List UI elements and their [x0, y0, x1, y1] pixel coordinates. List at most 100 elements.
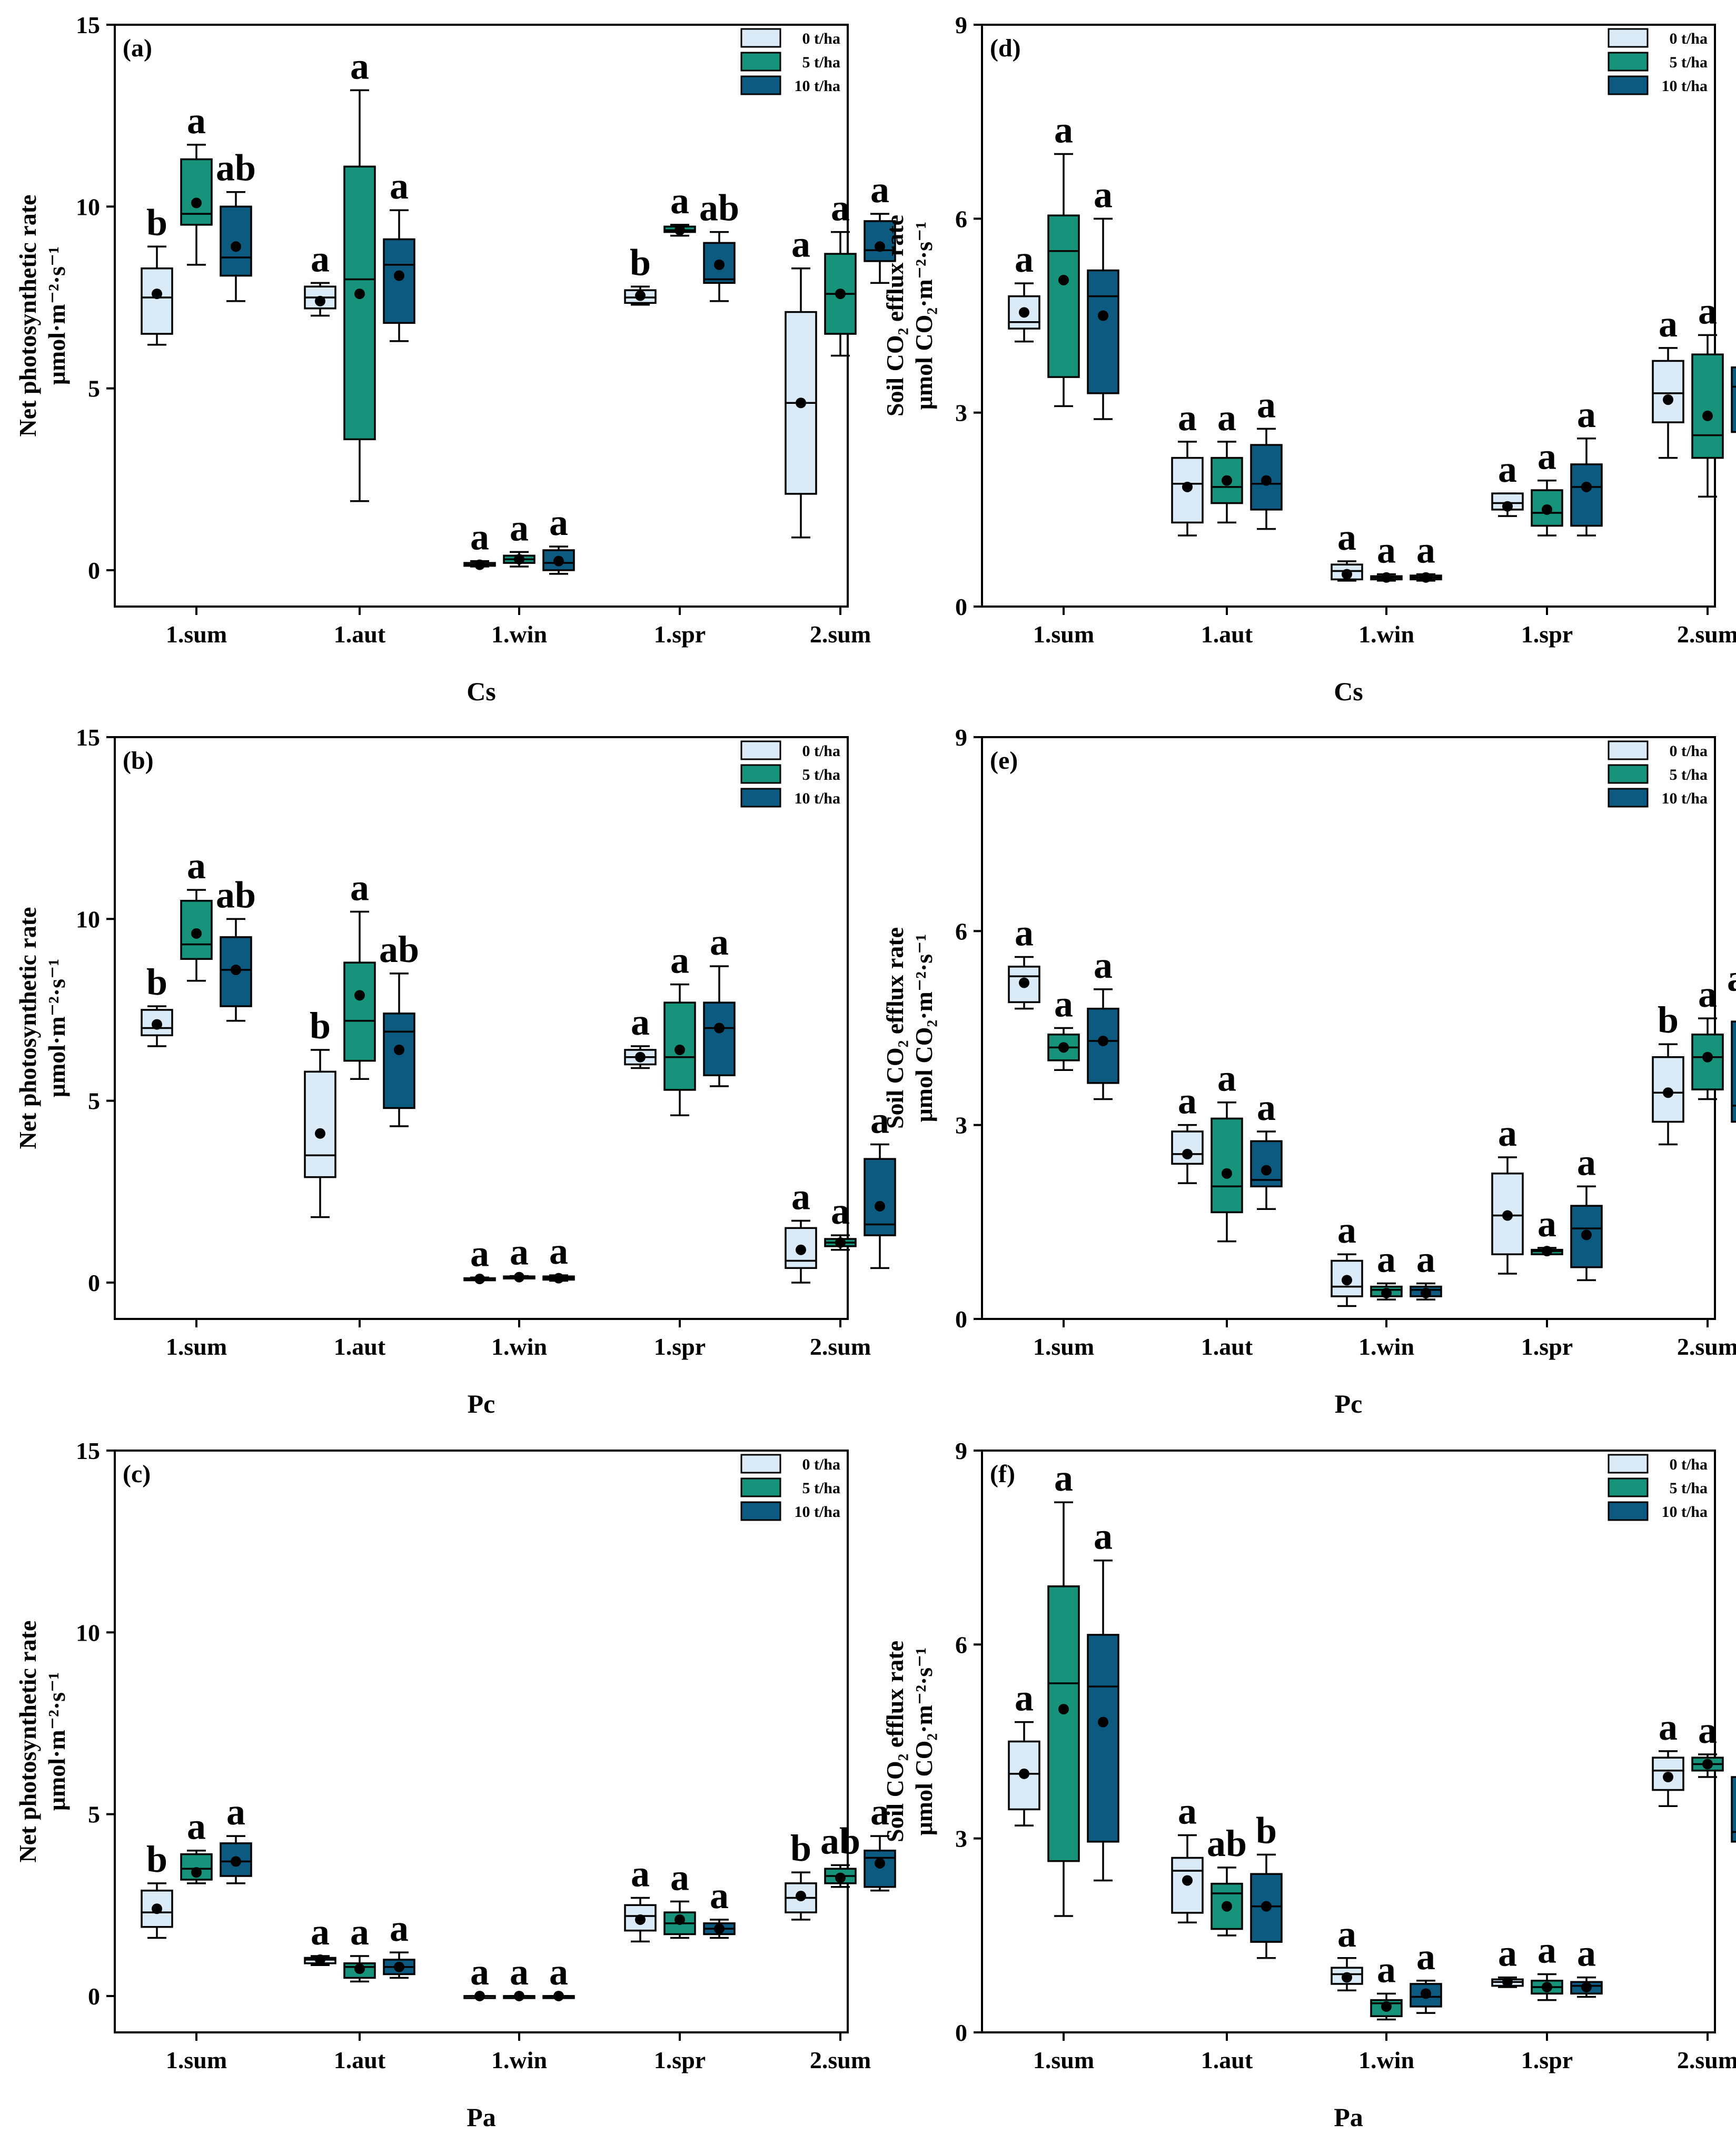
x-tick-label: 1.aut — [1201, 1333, 1253, 1360]
significance-letter: a — [710, 921, 729, 963]
significance-letter: a — [1498, 1932, 1517, 1974]
mean-point — [1581, 1982, 1592, 1993]
significance-letter: a — [187, 100, 206, 142]
box-1.spr-5tha: a — [663, 180, 696, 237]
significance-letter: a — [1257, 1086, 1276, 1128]
significance-letter: a — [350, 867, 369, 909]
mean-point — [1261, 1901, 1272, 1912]
box-1.aut-5tha: a — [1211, 396, 1243, 524]
x-tick-label: 1.sum — [1033, 1333, 1094, 1360]
x-tick-label: 1.aut — [334, 621, 386, 648]
x-tick-label: 1.spr — [1521, 2047, 1573, 2073]
legend-label: 5 t/ha — [802, 766, 840, 783]
mean-point — [474, 1990, 485, 2001]
mean-point — [1421, 572, 1431, 583]
mean-point — [835, 1872, 846, 1883]
y-tick-label: 5 — [88, 375, 100, 402]
panel-label: (c) — [123, 1460, 151, 1488]
plot-frame — [981, 736, 1716, 1320]
x-tick-label: 1.win — [491, 621, 547, 648]
significance-letter: a — [1698, 1709, 1717, 1751]
mean-point — [1502, 1210, 1513, 1221]
significance-letter: a — [1577, 1141, 1596, 1183]
box-1.sum-10tha: a — [1087, 173, 1119, 420]
mean-point — [635, 290, 646, 301]
box-1.sum-5tha: a — [1047, 1457, 1080, 1917]
significance-letter: ab — [1207, 1822, 1247, 1864]
mean-point — [1702, 410, 1713, 421]
species-label: Cs — [467, 677, 496, 706]
mean-point — [1663, 394, 1673, 405]
box-2.sum-5tha: a — [824, 1190, 857, 1251]
box-1.sum-5tha: a — [180, 100, 213, 266]
box-body — [1087, 1634, 1119, 1843]
significance-letter: a — [1498, 1112, 1517, 1154]
significance-letter: a — [510, 1951, 529, 1993]
significance-letter: a — [1416, 529, 1435, 571]
significance-letter: ab — [820, 1820, 860, 1862]
x-tick-label: 2.sum — [810, 621, 871, 648]
box-1.spr-10tha: ab — [699, 187, 739, 302]
significance-letter: a — [390, 1907, 409, 1949]
significance-letter: a — [1015, 911, 1034, 954]
significance-letter: ab — [1727, 957, 1736, 999]
mean-point — [514, 1990, 524, 2001]
legend-label: 0 t/ha — [802, 1456, 840, 1473]
box-2.sum-10tha: a — [864, 1099, 896, 1269]
y-axis-unit: μmol CO₂·m⁻²·s⁻¹ — [910, 934, 937, 1123]
box-body — [864, 1849, 896, 1888]
significance-letter: a — [670, 1856, 689, 1898]
mean-point — [1182, 1148, 1193, 1159]
box-1.aut-10tha: b — [1250, 1809, 1283, 1959]
box-2.sum-10tha: a — [864, 168, 896, 284]
mean-point — [354, 289, 365, 300]
box-body — [1008, 295, 1040, 330]
mean-point — [1058, 1704, 1069, 1715]
legend-swatch — [740, 740, 781, 760]
box-1.aut-5tha: a — [343, 45, 376, 502]
significance-letter: b — [790, 1827, 811, 1869]
significance-letter: a — [350, 45, 369, 87]
box-1.spr-10tha: a — [1570, 1932, 1603, 1998]
panel-d: 0 3 6 9 Soil CO₂ efflux rate μmol CO₂·m⁻²·s⁻¹… — [881, 12, 1736, 706]
mean-point — [315, 1954, 325, 1965]
x-tick-label: 1.spr — [654, 621, 706, 648]
significance-letter: a — [1054, 1457, 1073, 1499]
y-axis-title: Net photosynthetic rate — [14, 195, 41, 437]
mean-point — [354, 1963, 365, 1974]
box-1.aut-0tha: b — [304, 1005, 336, 1218]
box-1.win-0tha: a — [463, 516, 496, 570]
mean-point — [191, 1867, 202, 1878]
box-1.sum-5tha: a — [1047, 109, 1080, 408]
mean-point — [1702, 1051, 1713, 1063]
box-1.aut-0tha: a — [1171, 396, 1204, 537]
mean-point — [1019, 977, 1029, 988]
significance-letter: a — [831, 187, 850, 229]
plot-frame — [981, 1450, 1716, 2033]
significance-letter: a — [631, 1852, 650, 1894]
mean-point — [1542, 1246, 1552, 1257]
box-body — [1570, 463, 1603, 527]
mean-point — [315, 1128, 325, 1139]
box-1.win-10tha: a — [1410, 1238, 1442, 1301]
y-tick-label: 0 — [88, 1983, 100, 2010]
significance-letter: a — [1178, 1790, 1197, 1832]
significance-letter: a — [510, 1231, 529, 1273]
significance-letter: a — [1015, 1677, 1034, 1719]
mean-point — [1542, 1982, 1552, 1993]
x-tick-label: 2.sum — [810, 2047, 871, 2073]
box-1.spr-0tha: a — [624, 1852, 657, 1943]
mean-point — [231, 965, 241, 975]
mean-point — [1261, 475, 1272, 486]
significance-letter: a — [831, 1190, 850, 1232]
box-1.spr-0tha: a — [1491, 448, 1524, 517]
mean-point — [474, 1274, 485, 1285]
mean-point — [1581, 481, 1592, 492]
significance-letter: ab — [379, 928, 419, 970]
box-1.sum-5tha: a — [1047, 983, 1080, 1071]
significance-letter: ab — [699, 187, 739, 229]
mean-point — [1702, 1759, 1713, 1770]
y-tick-label: 3 — [955, 400, 967, 426]
mean-point — [1502, 1977, 1513, 1988]
legend-swatch — [1608, 1477, 1649, 1497]
